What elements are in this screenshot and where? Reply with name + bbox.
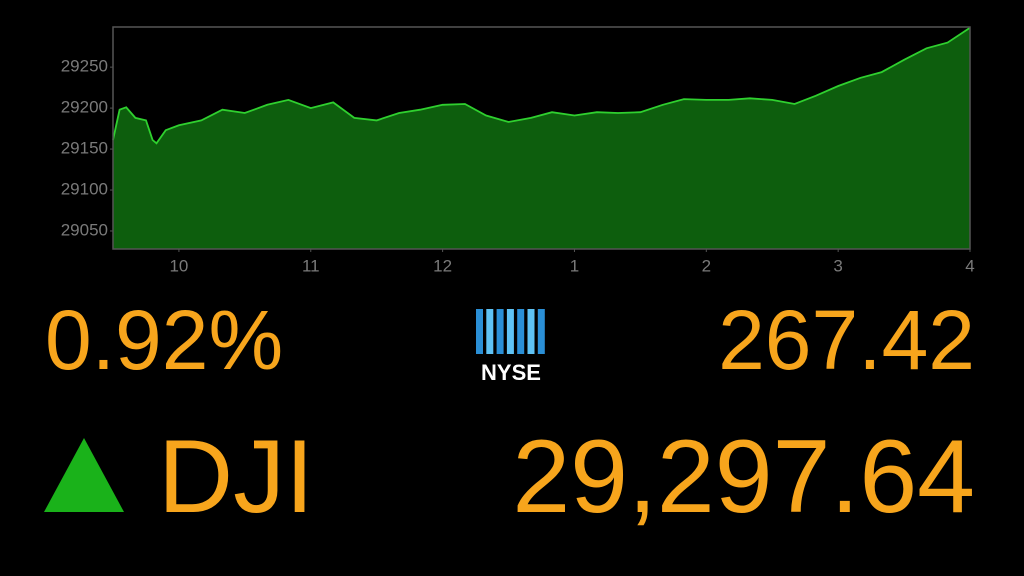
logo-bar [527, 309, 535, 354]
logo-bar [517, 309, 525, 354]
logo-bars [476, 309, 545, 354]
plot [112, 27, 971, 249]
index-name: DJI [158, 419, 314, 535]
x-tick-label: 11 [302, 256, 320, 275]
x-tick-label: 12 [433, 256, 452, 275]
x-tick-label: 1 [570, 256, 579, 275]
logo-bar [506, 309, 514, 354]
nyse-logo: NYSE [476, 309, 545, 385]
x-tick-label: 3 [833, 256, 842, 275]
logo-bar [476, 309, 483, 354]
change-percent: 0.92% [45, 293, 283, 387]
up-arrow [44, 438, 124, 512]
x-tick-label: 10 [169, 256, 188, 275]
y-tick-label: 29100 [61, 180, 108, 199]
plot-frame [112, 26, 971, 250]
y-tick-label: 29200 [61, 98, 108, 117]
index-value: 29,297.64 [512, 419, 975, 535]
x-tick-label: 2 [702, 256, 711, 275]
logo-text: NYSE [481, 360, 541, 385]
area [113, 27, 970, 249]
y-tick-label: 29250 [61, 57, 108, 76]
logo-bar [537, 309, 545, 354]
y-tick-label: 29050 [61, 220, 108, 239]
logo-bar [496, 309, 504, 354]
change-points: 267.42 [718, 293, 975, 387]
x-tick-label: 4 [965, 256, 974, 275]
y-tick-label: 29150 [61, 139, 108, 158]
logo-bar [486, 309, 494, 354]
line [112, 27, 971, 145]
